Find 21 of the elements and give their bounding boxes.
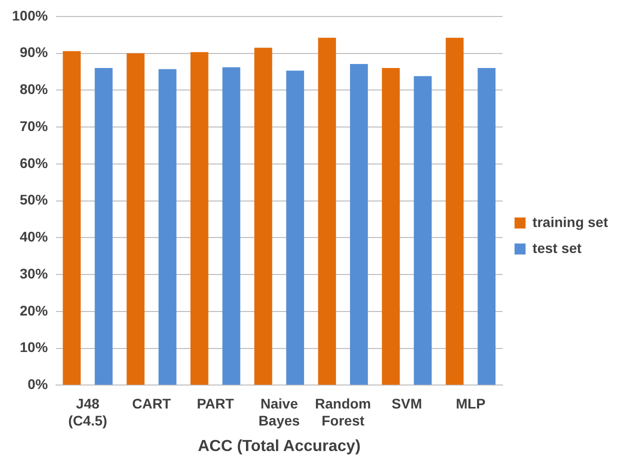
y-tick-label: 40% — [20, 228, 48, 245]
x-tick-label: CART — [132, 395, 172, 412]
y-tick-label: 20% — [20, 302, 48, 318]
x-tick-label: SVM — [392, 395, 422, 412]
y-tick-label: 60% — [20, 154, 48, 171]
x-tick-label: MLP — [456, 395, 486, 412]
y-tick-label: 50% — [20, 192, 48, 208]
x-tick-label: Naive Bayes — [258, 395, 300, 428]
y-tick-label: 0% — [28, 376, 48, 392]
y-tick-label: 10% — [20, 339, 48, 356]
x-axis-title: ACC (Total Accuracy) — [198, 438, 361, 455]
x-tick-label: J48 (C4.5) — [68, 395, 108, 428]
legend-label: training set — [532, 214, 608, 230]
y-tick-label: 30% — [20, 265, 48, 282]
y-tick-label: 70% — [20, 118, 48, 134]
x-tick-label: PART — [196, 395, 234, 412]
legend-label: test set — [532, 240, 582, 256]
y-tick-label: 90% — [20, 44, 48, 60]
y-tick-label: 100% — [12, 7, 48, 24]
y-tick-label: 80% — [20, 81, 48, 98]
x-tick-label: Random Forest — [314, 395, 371, 428]
